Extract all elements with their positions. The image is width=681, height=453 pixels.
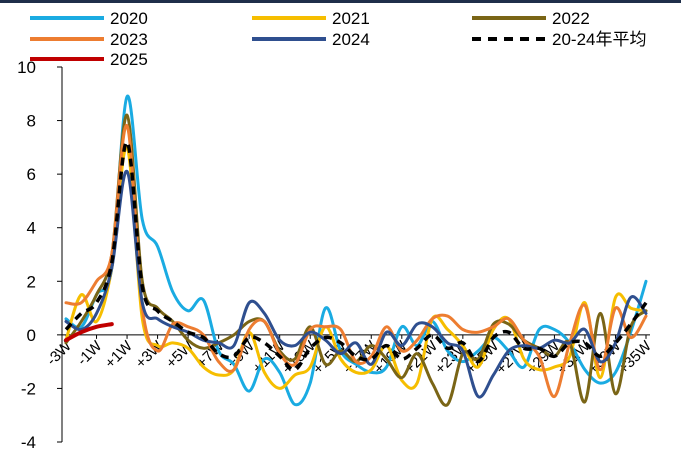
y-tick-label: -4 bbox=[21, 433, 36, 452]
legend-label-2023: 2023 bbox=[110, 30, 148, 49]
y-tick-label: 10 bbox=[17, 58, 36, 77]
y-tick-label: 6 bbox=[27, 165, 36, 184]
legend-label-20-24年平均: 20-24年平均 bbox=[552, 30, 646, 49]
legend-label-2025: 2025 bbox=[110, 50, 148, 69]
top-rule bbox=[0, 0, 681, 3]
legend-label-2024: 2024 bbox=[332, 30, 370, 49]
y-tick-label: -2 bbox=[21, 379, 36, 398]
series-line-2024 bbox=[64, 169, 648, 399]
series-line-20-24年平均 bbox=[64, 140, 648, 372]
legend-label-2021: 2021 bbox=[332, 9, 370, 28]
y-tick-label: 2 bbox=[27, 272, 36, 291]
x-tick-label: -3W bbox=[43, 337, 75, 369]
series-line-2020 bbox=[64, 94, 648, 407]
x-tick-label: +1W bbox=[102, 337, 137, 372]
legend: 2020 2021 2022 2023 2024 20-24年平均 2025 bbox=[30, 9, 646, 69]
y-tick-label: 8 bbox=[27, 112, 36, 131]
y-tick-label: 0 bbox=[27, 326, 36, 345]
legend-label-2022: 2022 bbox=[552, 9, 590, 28]
legend-label-2020: 2020 bbox=[110, 9, 148, 28]
series-line-2025 bbox=[64, 322, 114, 343]
series-layer bbox=[64, 94, 648, 407]
x-tick-label: -1W bbox=[74, 337, 106, 369]
y-tick-label: 4 bbox=[27, 219, 36, 238]
